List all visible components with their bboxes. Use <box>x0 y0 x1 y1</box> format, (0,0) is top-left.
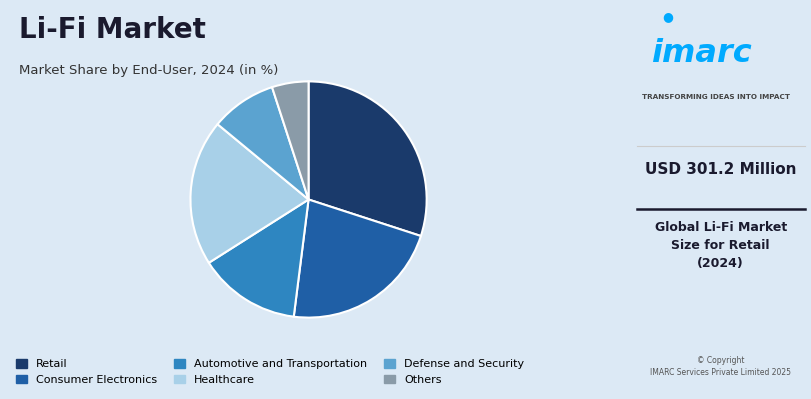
Text: Global Li-Fi Market
Size for Retail
(2024): Global Li-Fi Market Size for Retail (202… <box>654 221 786 271</box>
Wedge shape <box>191 124 308 263</box>
Text: © Copyright
IMARC Services Private Limited 2025: © Copyright IMARC Services Private Limit… <box>650 356 790 377</box>
Wedge shape <box>272 81 308 200</box>
Text: USD 301.2 Million: USD 301.2 Million <box>644 162 796 177</box>
Text: ●: ● <box>662 10 672 23</box>
Legend: Retail, Consumer Electronics, Automotive and Transportation, Healthcare, Defense: Retail, Consumer Electronics, Automotive… <box>12 355 528 389</box>
Text: Li-Fi Market: Li-Fi Market <box>19 16 205 44</box>
Text: TRANSFORMING IDEAS INTO IMPACT: TRANSFORMING IDEAS INTO IMPACT <box>642 94 789 100</box>
Wedge shape <box>294 200 420 318</box>
Wedge shape <box>217 87 308 200</box>
Wedge shape <box>208 200 308 317</box>
Wedge shape <box>308 81 426 236</box>
Text: imarc: imarc <box>650 38 751 69</box>
Text: Market Share by End-User, 2024 (in %): Market Share by End-User, 2024 (in %) <box>19 64 278 77</box>
